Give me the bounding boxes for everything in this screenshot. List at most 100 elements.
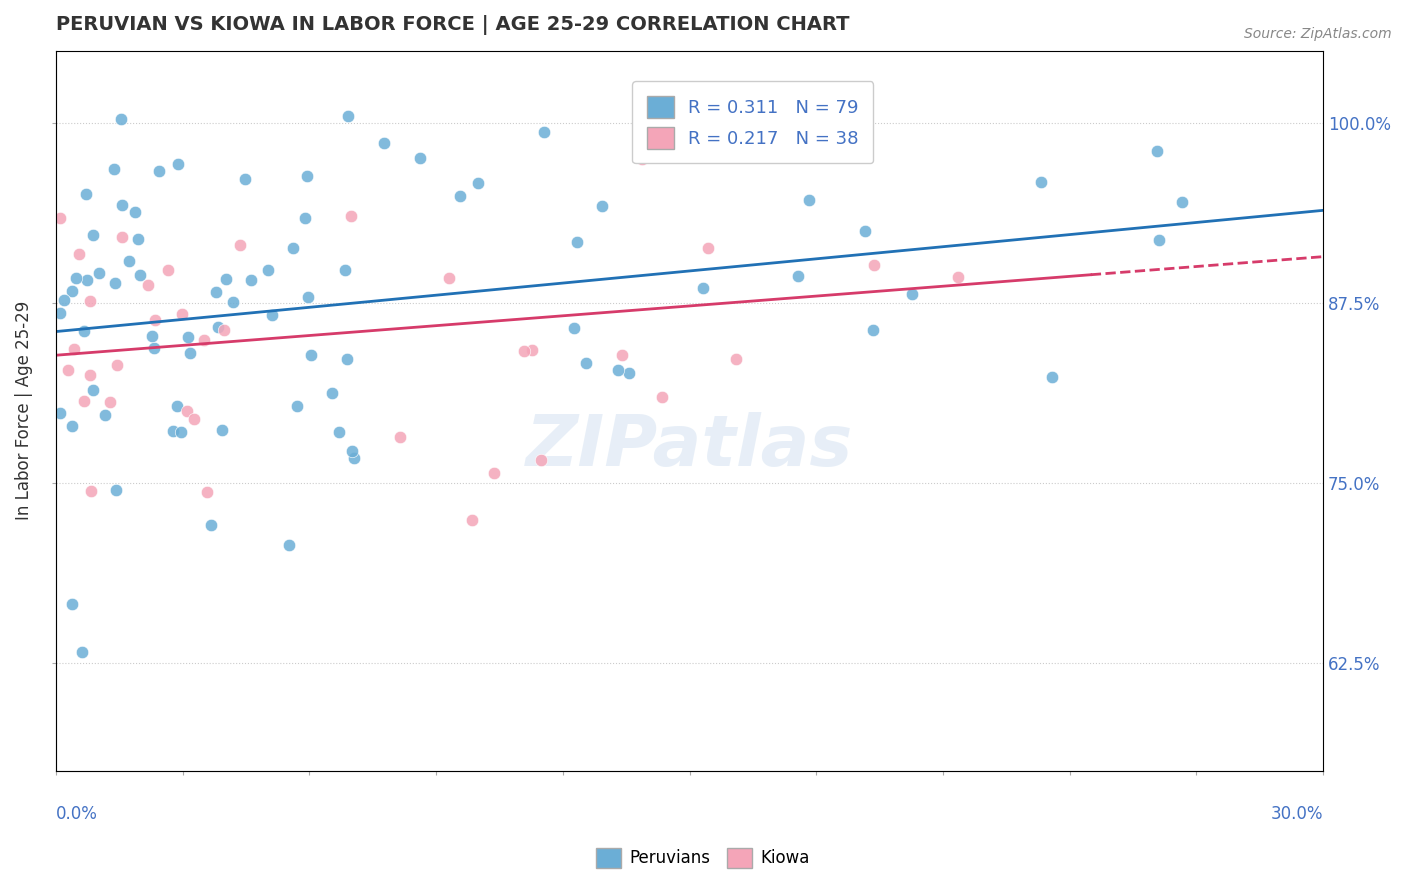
Point: [72, 324, 94, 338]
Point: [104, 276, 127, 290]
Point: [565, 235, 588, 249]
Point: [724, 351, 747, 366]
Point: [295, 169, 318, 183]
Text: Source: ZipAtlas.com: Source: ZipAtlas.com: [1244, 27, 1392, 41]
Point: [373, 136, 395, 150]
Point: [222, 294, 245, 309]
Point: [343, 451, 366, 466]
Point: [409, 151, 432, 165]
Point: [79, 368, 101, 382]
Point: [110, 112, 132, 127]
Point: [533, 125, 555, 139]
Text: PERUVIAN VS KIOWA IN LABOR FORCE | AGE 25-29 CORRELATION CHART: PERUVIAN VS KIOWA IN LABOR FORCE | AGE 2…: [56, 15, 849, 35]
Point: [62, 598, 84, 612]
Point: [619, 366, 641, 380]
Point: [294, 211, 316, 225]
Point: [179, 346, 201, 360]
Point: [229, 238, 252, 252]
Point: [340, 444, 363, 458]
Point: [437, 271, 460, 285]
Point: [299, 348, 322, 362]
Point: [467, 176, 489, 190]
Point: [862, 323, 884, 337]
Point: [207, 320, 229, 334]
Point: [138, 277, 160, 292]
Point: [688, 145, 710, 159]
Point: [297, 290, 319, 304]
Text: 0.0%: 0.0%: [56, 805, 98, 823]
Point: [162, 424, 184, 438]
Point: [195, 485, 218, 500]
Point: [82, 227, 104, 242]
Point: [797, 193, 820, 207]
Point: [948, 270, 970, 285]
Point: [49, 406, 72, 420]
Point: [863, 258, 886, 272]
Point: [170, 307, 193, 321]
Point: [60, 284, 83, 298]
Legend: R = 0.311   N = 79, R = 0.217   N = 38: R = 0.311 N = 79, R = 0.217 N = 38: [633, 81, 873, 163]
Point: [60, 419, 83, 434]
Point: [901, 286, 924, 301]
Point: [787, 269, 810, 284]
Point: [256, 263, 278, 277]
Point: [156, 263, 179, 277]
Point: [75, 187, 97, 202]
Point: [177, 329, 200, 343]
Point: [67, 247, 90, 261]
Point: [105, 358, 128, 372]
Point: [262, 308, 284, 322]
Point: [607, 363, 630, 377]
Point: [211, 424, 233, 438]
Point: [63, 342, 86, 356]
Point: [1029, 175, 1052, 189]
Point: [70, 645, 93, 659]
Point: [79, 293, 101, 308]
Point: [340, 209, 363, 223]
Point: [94, 408, 117, 422]
Point: [76, 272, 98, 286]
Point: [118, 253, 141, 268]
Point: [127, 231, 149, 245]
Point: [278, 538, 301, 552]
Point: [141, 329, 163, 343]
Point: [183, 411, 205, 425]
Point: [461, 513, 484, 527]
Point: [49, 211, 72, 226]
Point: [240, 273, 263, 287]
Point: [200, 518, 222, 533]
Point: [1146, 144, 1168, 158]
Point: [855, 224, 877, 238]
Point: [124, 205, 146, 219]
Point: [562, 321, 585, 335]
Point: [129, 268, 152, 282]
Point: [591, 198, 613, 212]
Point: [143, 341, 166, 355]
Point: [82, 384, 104, 398]
Point: [449, 189, 471, 203]
Point: [49, 306, 72, 320]
Point: [103, 162, 125, 177]
Point: [697, 241, 720, 255]
Point: [176, 404, 198, 418]
Point: [111, 229, 134, 244]
Point: [652, 145, 675, 159]
Point: [72, 394, 94, 409]
Text: ZIPatlas: ZIPatlas: [526, 412, 853, 482]
Point: [512, 344, 534, 359]
Point: [610, 348, 633, 362]
Y-axis label: In Labor Force | Age 25-29: In Labor Force | Age 25-29: [15, 301, 32, 520]
Point: [1040, 370, 1063, 384]
Point: [328, 425, 350, 440]
Text: 30.0%: 30.0%: [1271, 805, 1323, 823]
Point: [575, 356, 598, 370]
Point: [283, 242, 305, 256]
Point: [631, 152, 654, 166]
Point: [87, 266, 110, 280]
Point: [692, 280, 714, 294]
Point: [482, 466, 505, 480]
Point: [336, 351, 359, 366]
Legend: Peruvians, Kiowa: Peruvians, Kiowa: [589, 841, 817, 875]
Point: [205, 285, 228, 299]
Point: [169, 425, 191, 439]
